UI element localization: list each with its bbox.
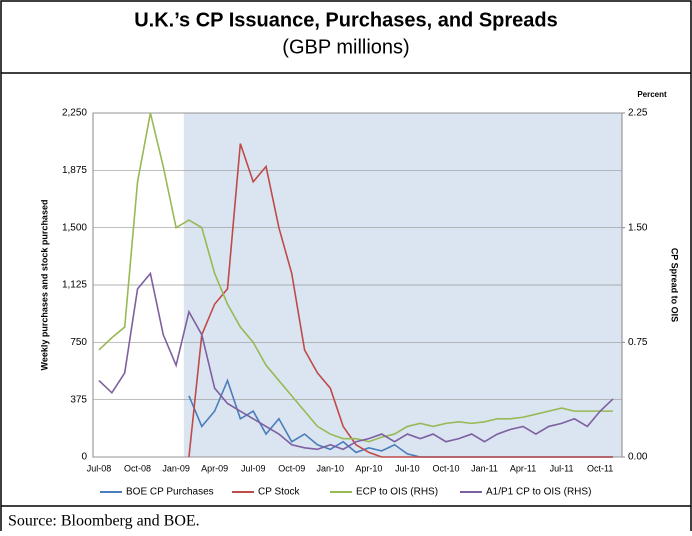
x-tick-label: Jul-11 <box>550 463 574 473</box>
y2-tick-label: 0.00 <box>628 452 648 463</box>
x-tick-label: Jul-09 <box>241 463 266 473</box>
y2-tick-label: 0.75 <box>628 337 648 348</box>
series-line <box>188 143 613 458</box>
x-tick-label: Jan-11 <box>471 463 498 473</box>
x-tick-label: Apr-10 <box>355 463 382 473</box>
y2-tick-label: 1.50 <box>628 222 648 233</box>
y-tick-label: 1,125 <box>62 280 87 291</box>
x-tick-label: Oct-08 <box>124 463 151 473</box>
y-tick-label: 0 <box>81 452 87 463</box>
y-axis-label: Weekly purchases and stock purchased <box>39 200 49 371</box>
y-tick-label: 1,875 <box>62 165 87 176</box>
x-tick-label: Oct-11 <box>587 463 613 473</box>
legend-label: ECP to OIS (RHS) <box>356 487 438 498</box>
x-tick-label: Jan-10 <box>317 463 345 473</box>
x-tick-label: Oct-10 <box>432 463 459 473</box>
x-tick-label: Jul-08 <box>87 463 112 473</box>
y2-unit: Percent <box>637 90 667 99</box>
source: Source: Bloomberg and BOE. <box>8 513 200 530</box>
x-tick-label: Oct-09 <box>278 463 305 473</box>
x-tick-label: Jul-10 <box>395 463 420 473</box>
legend-label: BOE CP Purchases <box>126 487 214 498</box>
y-tick-label: 2,250 <box>62 108 87 119</box>
x-tick-label: Apr-11 <box>510 463 536 473</box>
legend-label: CP Stock <box>258 487 300 498</box>
series-line <box>98 271 614 451</box>
y2-tick-label: 2.25 <box>628 108 648 119</box>
series-line <box>98 112 613 443</box>
chart-title: U.K.’s CP Issuance, Purchases, and Sprea… <box>134 9 558 31</box>
x-tick-label: Jan-09 <box>162 463 190 473</box>
legend-label: A1/P1 CP to OIS (RHS) <box>486 487 591 498</box>
y-tick-label: 1,500 <box>62 222 87 233</box>
y-tick-label: 375 <box>70 394 87 405</box>
y2-axis-label: CP Spread to OIS <box>670 248 680 322</box>
y-tick-label: 750 <box>70 337 87 348</box>
x-tick-label: Apr-09 <box>201 463 228 473</box>
chart-subtitle: (GBP millions) <box>282 36 409 58</box>
